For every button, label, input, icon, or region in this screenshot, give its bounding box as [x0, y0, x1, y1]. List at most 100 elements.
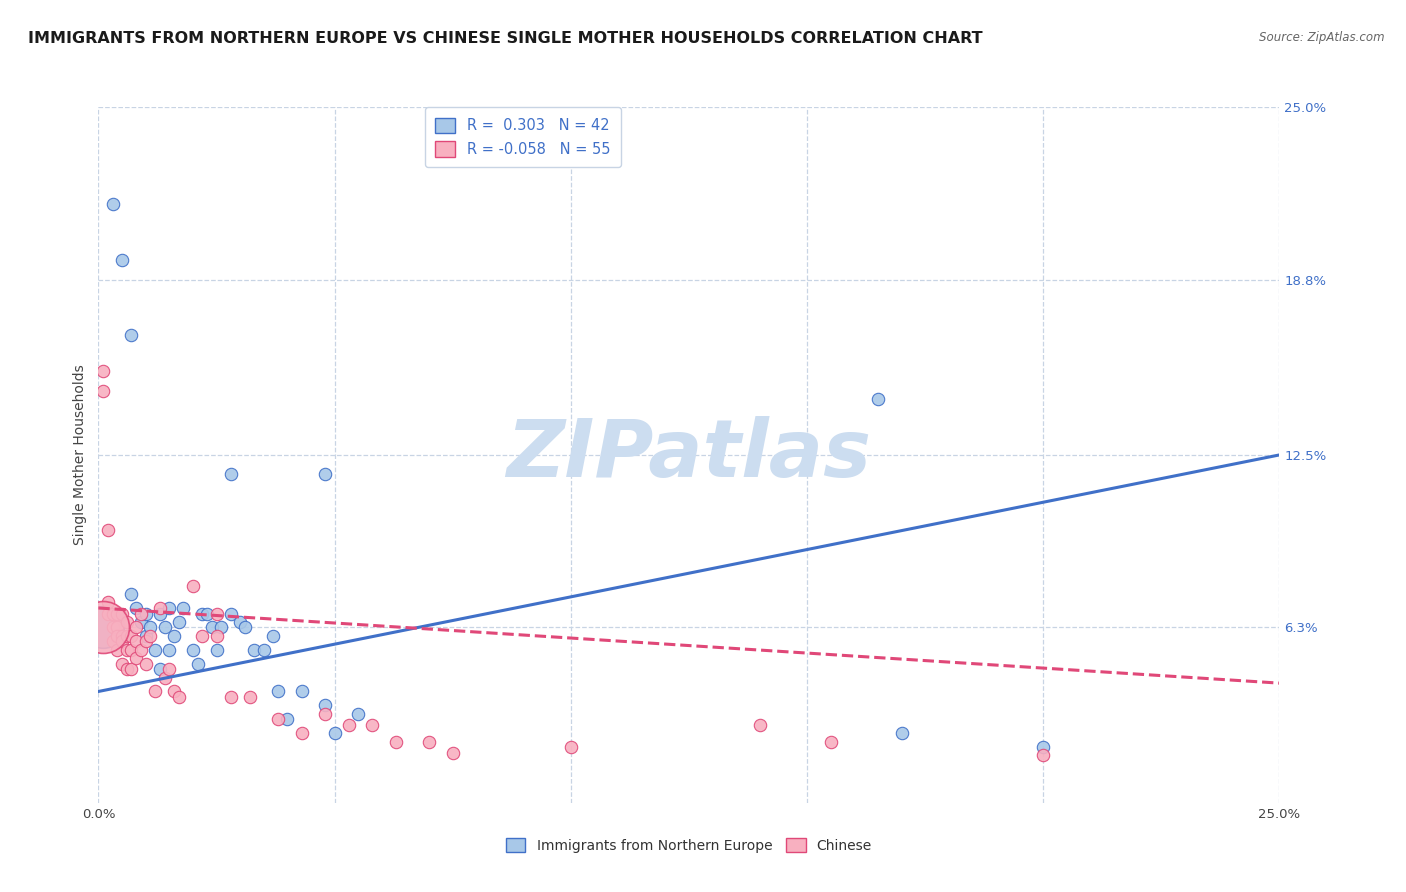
Point: [91, 620, 114, 634]
Point: [441, 746, 464, 760]
Point: [201, 620, 224, 634]
Point: [337, 718, 360, 732]
Point: [115, 662, 138, 676]
Point: [143, 642, 166, 657]
Point: [101, 197, 124, 211]
Point: [139, 629, 162, 643]
Point: [105, 620, 128, 634]
Point: [233, 620, 256, 634]
Point: [111, 253, 134, 268]
Point: [157, 601, 180, 615]
Point: [172, 601, 194, 615]
Point: [163, 629, 186, 643]
Point: [314, 698, 336, 713]
Text: IMMIGRANTS FROM NORTHERN EUROPE VS CHINESE SINGLE MOTHER HOUSEHOLDS CORRELATION : IMMIGRANTS FROM NORTHERN EUROPE VS CHINE…: [28, 31, 983, 46]
Point: [361, 718, 384, 732]
Point: [101, 607, 124, 621]
Point: [347, 706, 370, 721]
Point: [187, 657, 209, 671]
Point: [143, 684, 166, 698]
Point: [209, 620, 232, 634]
Y-axis label: Single Mother Households: Single Mother Households: [73, 365, 87, 545]
Point: [181, 579, 204, 593]
Point: [157, 662, 180, 676]
Point: [139, 620, 162, 634]
Point: [191, 607, 214, 621]
Point: [153, 620, 176, 634]
Legend: Immigrants from Northern Europe, Chinese: Immigrants from Northern Europe, Chinese: [501, 832, 877, 858]
Point: [125, 634, 148, 648]
Point: [191, 629, 214, 643]
Point: [135, 657, 157, 671]
Point: [267, 684, 290, 698]
Point: [129, 642, 152, 657]
Point: [115, 642, 138, 657]
Point: [115, 615, 138, 629]
Point: [121, 642, 143, 657]
Point: [115, 629, 138, 643]
Point: [91, 620, 114, 634]
Point: [205, 642, 228, 657]
Point: [205, 629, 228, 643]
Point: [890, 726, 912, 740]
Point: [323, 726, 346, 740]
Point: [121, 629, 143, 643]
Point: [560, 740, 582, 755]
Point: [239, 690, 262, 704]
Point: [276, 712, 298, 726]
Point: [121, 662, 143, 676]
Point: [121, 587, 143, 601]
Point: [135, 629, 157, 643]
Point: [418, 734, 440, 748]
Point: [105, 607, 128, 621]
Point: [101, 634, 124, 648]
Point: [314, 706, 336, 721]
Point: [149, 662, 172, 676]
Point: [125, 651, 148, 665]
Point: [105, 642, 128, 657]
Point: [149, 607, 172, 621]
Point: [97, 595, 120, 609]
Point: [167, 690, 190, 704]
Point: [1032, 748, 1054, 763]
Point: [219, 467, 242, 482]
Point: [111, 629, 134, 643]
Point: [135, 607, 157, 621]
Point: [129, 615, 152, 629]
Point: [135, 634, 157, 648]
Text: Source: ZipAtlas.com: Source: ZipAtlas.com: [1260, 31, 1385, 45]
Point: [97, 523, 120, 537]
Point: [866, 392, 889, 407]
Point: [111, 657, 134, 671]
Point: [267, 712, 290, 726]
Point: [153, 671, 176, 685]
Point: [290, 726, 312, 740]
Point: [111, 634, 134, 648]
Point: [101, 620, 124, 634]
Point: [219, 690, 242, 704]
Point: [149, 601, 172, 615]
Point: [290, 684, 312, 698]
Point: [121, 328, 143, 343]
Point: [385, 734, 408, 748]
Text: ZIPatlas: ZIPatlas: [506, 416, 872, 494]
Point: [1032, 740, 1054, 755]
Point: [314, 467, 336, 482]
Point: [262, 629, 284, 643]
Point: [129, 607, 152, 621]
Point: [219, 607, 242, 621]
Point: [111, 607, 134, 621]
Point: [205, 607, 228, 621]
Point: [820, 734, 842, 748]
Point: [195, 607, 218, 621]
Point: [163, 684, 186, 698]
Point: [748, 718, 770, 732]
Point: [97, 607, 120, 621]
Point: [181, 642, 204, 657]
Point: [157, 642, 180, 657]
Point: [253, 642, 276, 657]
Point: [167, 615, 190, 629]
Point: [125, 620, 148, 634]
Point: [105, 629, 128, 643]
Point: [243, 642, 266, 657]
